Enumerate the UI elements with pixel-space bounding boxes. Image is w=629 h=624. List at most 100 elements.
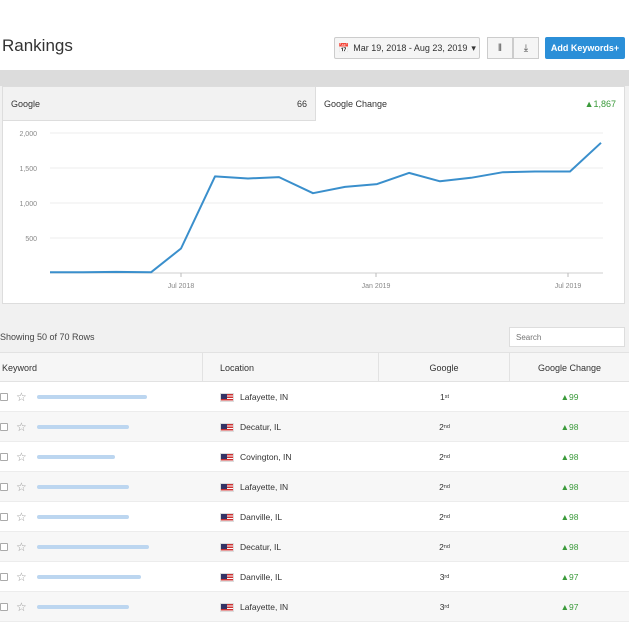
date-range-label: Mar 19, 2018 - Aug 23, 2019 xyxy=(353,43,468,53)
row-checkbox-cell xyxy=(0,532,8,562)
x-tick-label: Jul 2019 xyxy=(555,283,582,290)
keyword-redacted[interactable] xyxy=(37,605,129,609)
us-flag-icon xyxy=(220,452,234,462)
keyword-redacted[interactable] xyxy=(37,575,141,579)
row-checkbox-cell xyxy=(0,412,8,442)
location-cell: Lafayette, IN xyxy=(220,472,288,502)
location-text: Lafayette, IN xyxy=(240,482,289,492)
row-checkbox[interactable] xyxy=(0,573,8,581)
change-value: ▲98 xyxy=(560,452,579,462)
series-line xyxy=(50,142,602,274)
tab-google[interactable]: Google 66 xyxy=(3,87,316,121)
column-header-google-change[interactable]: Google Change xyxy=(537,362,602,373)
location-cell: Lafayette, IN xyxy=(220,592,288,622)
google-change-cell: ▲98 xyxy=(510,472,629,502)
star-icon[interactable]: ☆ xyxy=(16,420,27,434)
favorite-star-cell: ☆ xyxy=(16,442,27,472)
location-text: Lafayette, IN xyxy=(240,602,289,612)
star-icon[interactable]: ☆ xyxy=(16,510,27,524)
star-icon[interactable]: ☆ xyxy=(16,390,27,404)
rank-suffix: st xyxy=(444,394,449,400)
star-icon[interactable]: ☆ xyxy=(16,450,27,464)
table-toolbar: Showing 50 of 70 Rows xyxy=(0,322,629,352)
location-cell: Covington, IN xyxy=(220,442,292,472)
star-icon[interactable]: ☆ xyxy=(16,540,27,554)
row-checkbox[interactable] xyxy=(0,423,8,431)
add-keywords-label: Add Keywords xyxy=(550,43,614,53)
chart-card: Google 66 Google Change ▲1,867 500 1,000 1… xyxy=(2,86,625,304)
location-cell: Danville, IL xyxy=(220,562,282,592)
row-checkbox[interactable] xyxy=(0,543,8,551)
row-checkbox-cell xyxy=(0,382,8,412)
caret-down-icon: ▾ xyxy=(471,42,476,53)
location-cell: Decatur, IL xyxy=(220,532,281,562)
columns-button[interactable]: ‖ xyxy=(487,37,513,59)
keyword-redacted[interactable] xyxy=(37,455,115,459)
add-keywords-button[interactable]: Add Keywords + xyxy=(545,37,625,59)
rank-number: 2 xyxy=(439,512,444,522)
location-text: Decatur, IL xyxy=(240,542,282,552)
star-icon[interactable]: ☆ xyxy=(16,600,27,614)
download-button[interactable]: ⤓ xyxy=(513,37,539,59)
keyword-cell xyxy=(37,442,115,472)
row-checkbox[interactable] xyxy=(0,513,8,521)
change-value: ▲98 xyxy=(560,542,579,552)
column-header-location[interactable]: Location xyxy=(203,353,379,382)
star-icon[interactable]: ☆ xyxy=(16,570,27,584)
favorite-star-cell: ☆ xyxy=(16,532,27,562)
row-checkbox[interactable] xyxy=(0,483,8,491)
divider-bar xyxy=(0,70,629,86)
search-input[interactable] xyxy=(509,327,625,347)
google-change-cell: ▲98 xyxy=(510,502,629,532)
row-checkbox-cell xyxy=(0,562,8,592)
y-tick-label: 500 xyxy=(25,236,37,243)
keyword-cell xyxy=(37,592,129,622)
us-flag-icon xyxy=(220,482,234,492)
row-checkbox[interactable] xyxy=(0,453,8,461)
row-checkbox[interactable] xyxy=(0,393,8,401)
rank-number: 2 xyxy=(439,542,444,552)
favorite-star-cell: ☆ xyxy=(16,472,27,502)
rank-suffix: nd xyxy=(443,544,450,550)
keyword-redacted[interactable] xyxy=(37,515,129,519)
date-range-picker[interactable]: 📅 Mar 19, 2018 - Aug 23, 2019 ▾ xyxy=(334,37,480,59)
star-icon[interactable]: ☆ xyxy=(16,480,27,494)
us-flag-icon xyxy=(220,572,234,582)
change-value: ▲97 xyxy=(560,602,579,612)
location-cell: Danville, IL xyxy=(220,502,282,532)
location-cell: Lafayette, IN xyxy=(220,382,288,412)
keyword-redacted[interactable] xyxy=(37,545,149,549)
keyword-redacted[interactable] xyxy=(37,395,147,399)
google-change-cell: ▲98 xyxy=(510,412,629,442)
location-cell: Decatur, IL xyxy=(220,412,281,442)
keyword-cell xyxy=(37,382,147,412)
keyword-redacted[interactable] xyxy=(37,485,129,489)
google-change-cell: ▲97 xyxy=(510,592,629,622)
column-header-keyword[interactable]: Keyword xyxy=(0,353,203,382)
tab-google-change-label: Google Change xyxy=(324,99,388,109)
favorite-star-cell: ☆ xyxy=(16,502,27,532)
location-text: Decatur, IL xyxy=(240,422,282,432)
google-change-cell: ▲98 xyxy=(510,532,629,562)
google-change-cell: ▲99 xyxy=(510,382,629,412)
tab-google-change[interactable]: Google Change ▲1,867 xyxy=(316,87,624,121)
us-flag-icon xyxy=(220,422,234,432)
row-checkbox[interactable] xyxy=(0,603,8,611)
us-flag-icon xyxy=(220,392,234,402)
keyword-cell xyxy=(37,412,129,442)
rankings-line-chart: 500 1,000 1,500 2,000 Jul 2018 Jan 2019 Jul 20… xyxy=(19,131,603,290)
y-tick-label: 2,000 xyxy=(19,131,37,138)
keyword-cell xyxy=(37,502,129,532)
table-header: Keyword Location Google Google Change xyxy=(0,352,629,382)
keyword-redacted[interactable] xyxy=(37,425,129,429)
column-header-google[interactable]: Google xyxy=(379,353,510,382)
